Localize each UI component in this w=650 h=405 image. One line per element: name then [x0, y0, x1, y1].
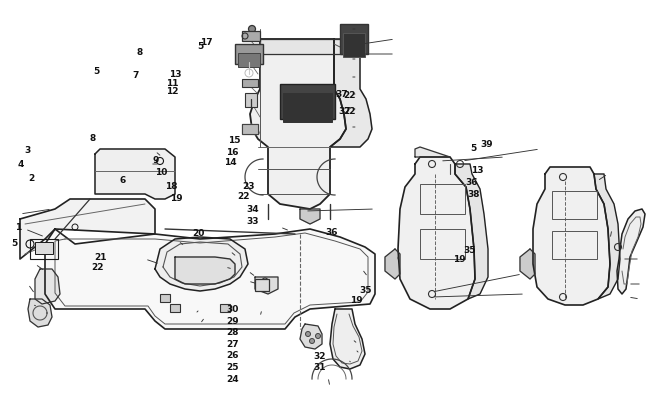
Circle shape	[248, 26, 255, 34]
Text: 19: 19	[452, 255, 465, 264]
Bar	[220, 304, 230, 312]
Text: 14: 14	[224, 158, 237, 166]
Text: 21: 21	[94, 253, 107, 262]
Text: 3: 3	[25, 145, 31, 154]
Text: 5: 5	[11, 239, 18, 247]
Polygon shape	[300, 209, 320, 224]
Polygon shape	[594, 175, 620, 299]
Polygon shape	[455, 164, 488, 299]
Text: 19: 19	[350, 295, 363, 304]
Text: 31: 31	[313, 362, 326, 371]
Polygon shape	[20, 200, 155, 259]
Polygon shape	[385, 249, 400, 279]
Bar	[343, 34, 365, 58]
Polygon shape	[260, 40, 360, 55]
Polygon shape	[520, 249, 535, 279]
Polygon shape	[242, 125, 258, 135]
Bar	[420, 185, 465, 215]
Text: 1: 1	[15, 222, 21, 231]
Text: 12: 12	[166, 87, 179, 96]
Polygon shape	[28, 299, 52, 327]
Text: 7: 7	[132, 70, 138, 79]
Text: 17: 17	[200, 38, 213, 47]
Polygon shape	[415, 148, 450, 158]
Text: 36: 36	[325, 227, 338, 236]
Text: 16: 16	[226, 147, 239, 156]
Text: 5: 5	[93, 66, 99, 75]
Text: 8: 8	[90, 133, 96, 142]
Text: 5: 5	[470, 143, 476, 152]
Text: 20: 20	[192, 228, 205, 237]
Text: 5: 5	[197, 42, 203, 51]
Text: 9: 9	[153, 156, 159, 164]
Text: 33: 33	[246, 216, 259, 225]
Bar	[340, 25, 368, 55]
Text: 26: 26	[226, 350, 239, 359]
Bar	[170, 304, 180, 312]
Bar	[35, 243, 53, 254]
Polygon shape	[330, 40, 372, 148]
Text: 35: 35	[359, 285, 372, 294]
Text: 32: 32	[313, 351, 326, 360]
Polygon shape	[45, 230, 375, 329]
Text: 22: 22	[343, 91, 356, 100]
Text: 27: 27	[226, 339, 239, 348]
Text: 6: 6	[119, 176, 125, 185]
Bar	[255, 279, 269, 291]
Bar	[420, 230, 465, 259]
Text: 13: 13	[169, 70, 182, 79]
Polygon shape	[255, 277, 278, 294]
Text: 34: 34	[246, 205, 259, 213]
Text: 10: 10	[155, 168, 168, 177]
Circle shape	[309, 339, 315, 344]
Polygon shape	[175, 257, 235, 284]
Text: 37: 37	[338, 107, 351, 116]
Text: 28: 28	[226, 328, 239, 337]
Polygon shape	[155, 237, 248, 291]
Bar	[160, 294, 170, 302]
Bar	[283, 94, 332, 123]
Polygon shape	[533, 168, 610, 305]
Text: 22: 22	[343, 107, 356, 116]
Text: 15: 15	[227, 135, 240, 144]
Bar	[235, 45, 263, 65]
Text: 37: 37	[335, 90, 348, 98]
Bar	[245, 94, 257, 108]
Text: 24: 24	[226, 374, 239, 383]
Polygon shape	[35, 269, 60, 304]
Circle shape	[315, 334, 320, 339]
Polygon shape	[300, 324, 322, 349]
Text: 13: 13	[471, 166, 484, 175]
Polygon shape	[250, 40, 346, 209]
Bar	[238, 54, 260, 68]
Bar	[552, 192, 597, 220]
Text: 22: 22	[91, 263, 104, 272]
Text: 29: 29	[226, 317, 239, 326]
Polygon shape	[398, 158, 475, 309]
Text: 19: 19	[170, 194, 183, 203]
Text: 36: 36	[465, 178, 478, 187]
Text: 8: 8	[136, 48, 143, 57]
Text: 18: 18	[164, 182, 177, 191]
Bar	[242, 32, 260, 42]
Bar	[30, 239, 58, 259]
Text: 22: 22	[237, 192, 250, 201]
Bar	[242, 80, 258, 88]
Text: 25: 25	[226, 362, 239, 371]
Polygon shape	[95, 149, 175, 200]
Text: 35: 35	[463, 246, 476, 255]
Text: 11: 11	[166, 79, 179, 87]
Circle shape	[306, 332, 311, 337]
Bar	[280, 85, 335, 120]
Polygon shape	[617, 209, 645, 294]
Text: 2: 2	[28, 174, 34, 183]
Text: 30: 30	[226, 304, 239, 313]
Bar	[552, 231, 597, 259]
Polygon shape	[330, 309, 365, 369]
Text: 23: 23	[242, 182, 255, 191]
Text: 38: 38	[467, 189, 480, 198]
Text: 4: 4	[18, 160, 24, 168]
Text: 39: 39	[480, 139, 493, 148]
